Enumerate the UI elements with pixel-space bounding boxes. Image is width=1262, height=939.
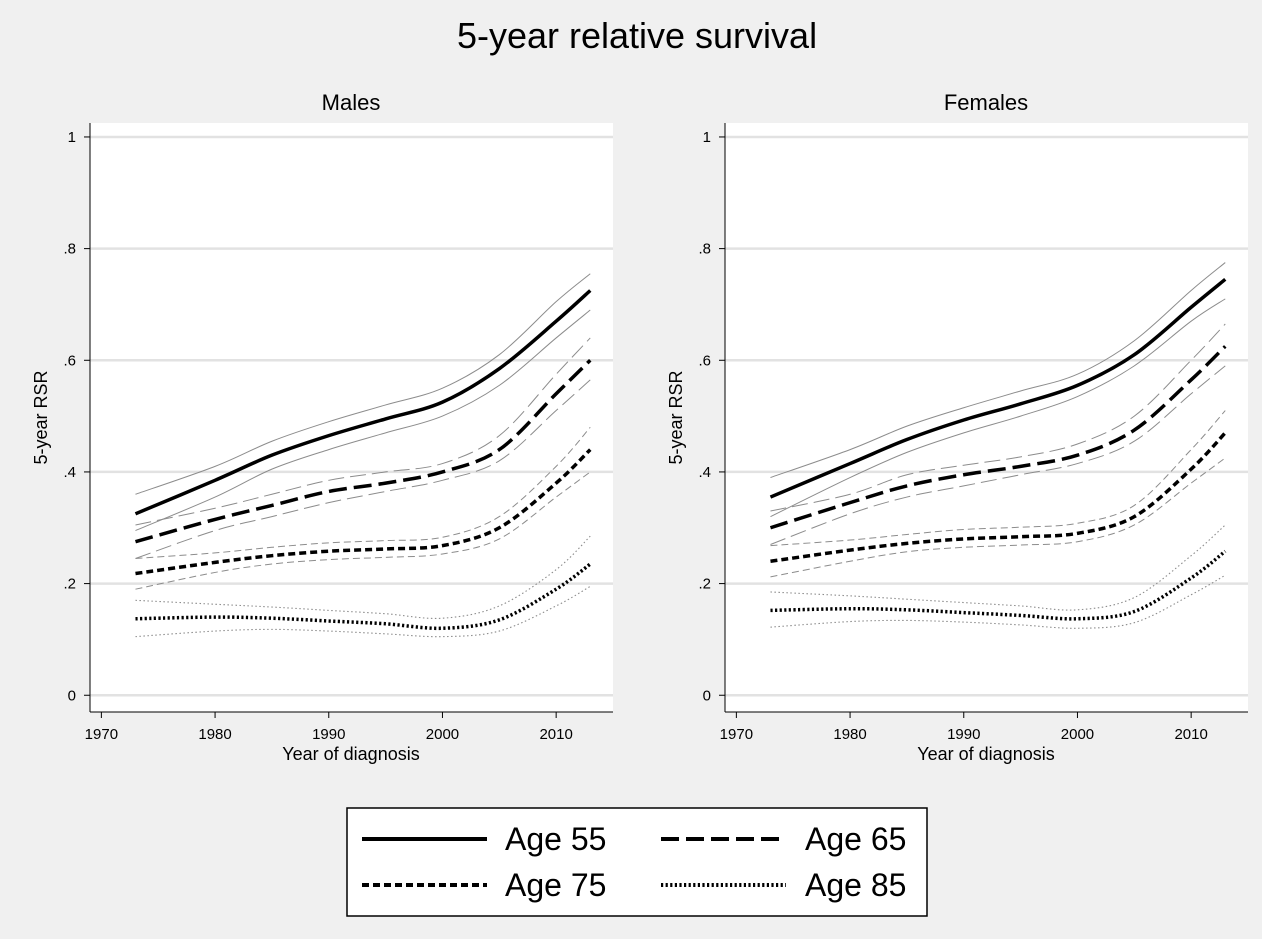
x-tick-label: 1980 [198,726,231,743]
y-tick-label: 0 [703,687,711,704]
estimate-line [135,448,592,576]
series-age-65 [769,323,1227,545]
panel-females: Females 0 .2 .4 .6 .8 1 1970 1980 1990 2000 2010 Yea… [666,90,1248,764]
estimate-line [770,549,1227,621]
x-tick-label: 2000 [426,726,459,743]
estimate-line [135,359,592,544]
y-tick-label: .4 [698,464,711,481]
x-axis-title: Year of diagnosis [917,744,1054,764]
x-tick-label: 1970 [85,726,118,743]
x-tick-label: 2000 [1061,726,1094,743]
y-tick-label: .2 [63,576,76,593]
ci-lower-line [770,365,1226,545]
series-age-85 [770,524,1227,629]
x-axis-title: Year of diagnosis [282,744,419,764]
y-tick-label: .6 [63,352,76,369]
y-tick-label: 1 [68,129,76,146]
y-tick-label: 1 [703,129,711,146]
ci-lower-line [135,471,591,590]
x-tick-label: 1990 [312,726,345,743]
series-age-75 [770,410,1227,578]
x-tick-label: 1980 [833,726,866,743]
ci-lower-line [135,309,591,532]
estimate-line [770,431,1227,563]
y-tick-label: .8 [698,241,711,258]
y-tick-label: .6 [698,352,711,369]
ci-upper-line [135,426,591,559]
legend: Age 55 Age 65 Age 75 Age 85 [346,807,928,917]
x-tick-label: 2010 [539,726,572,743]
y-tick-label: .4 [63,464,76,481]
panel-title: Females [944,90,1028,115]
series-age-55 [134,273,592,532]
panels: Males 0 .2 .4 .6 .8 1 1970 1980 1990 2000 2010 Year … [31,90,1248,764]
x-tick-label: 2010 [1174,726,1207,743]
estimate-line [769,345,1227,530]
ci-lower-line [135,585,591,638]
series-age-85 [135,535,592,638]
legend-entry: Age 65 [661,821,906,857]
estimate-line [135,562,592,631]
y-tick-label: 0 [68,687,76,704]
legend-label: Age 55 [505,821,606,857]
legend-box [346,807,928,917]
ci-lower-line [135,379,591,559]
ci-upper-line [135,273,591,495]
x-tick-label: 1970 [720,726,753,743]
ci-upper-line [770,262,1226,478]
estimate-line [134,289,592,516]
series-age-55 [769,262,1227,518]
legend-label: Age 85 [805,867,906,903]
ci-lower-line [770,457,1226,578]
legend-label: Age 65 [805,821,906,857]
plot-area [725,123,1248,712]
y-tick-label: .2 [698,576,711,593]
ci-upper-line [135,535,591,619]
y-tick-label: .8 [63,241,76,258]
legend-entry: Age 85 [661,867,906,903]
ci-upper-line [135,337,591,526]
series-age-75 [135,426,592,590]
legend-label: Age 75 [505,867,606,903]
series-age-65 [135,337,592,559]
chart-title: 5-year relative survival [457,15,817,56]
ci-upper-line [770,524,1226,611]
plot-area [90,123,613,712]
y-axis-title: 5-year RSR [666,370,686,464]
legend-entry: Age 75 [362,867,606,903]
panel-title: Males [322,90,381,115]
estimate-line [769,277,1227,499]
ci-lower-line [770,298,1226,518]
y-axis-title: 5-year RSR [31,370,51,464]
panel-males: Males 0 .2 .4 .6 .8 1 1970 1980 1990 2000 2010 Year … [31,90,613,764]
ci-upper-line [770,410,1226,547]
ci-upper-line [770,323,1226,512]
legend-entry: Age 55 [362,821,606,857]
x-tick-label: 1990 [947,726,980,743]
